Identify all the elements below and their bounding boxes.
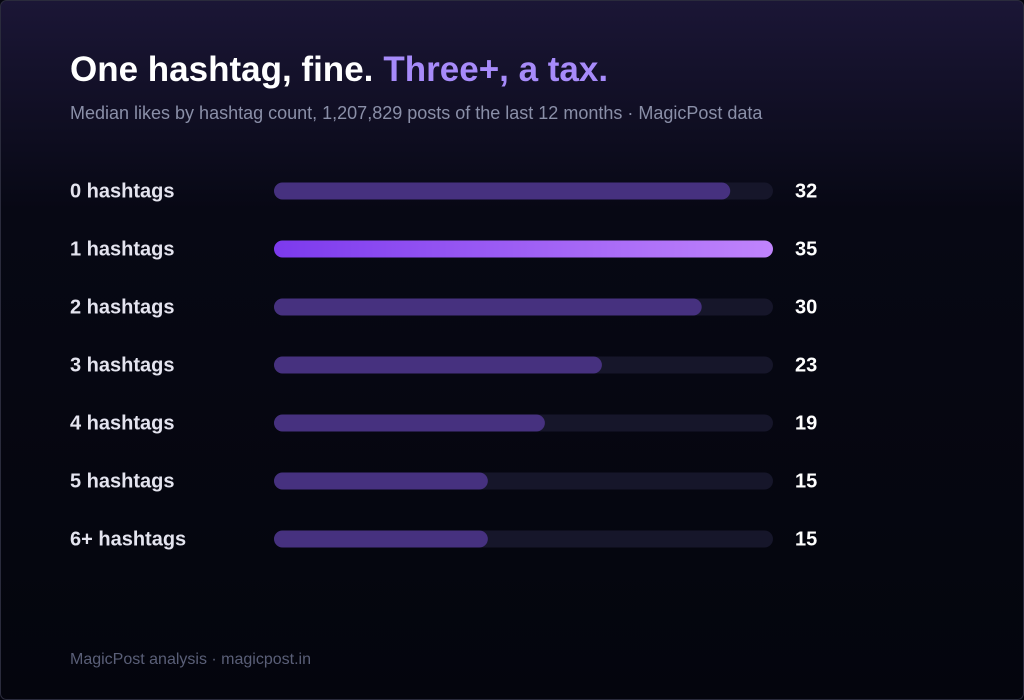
category-label: 5 hashtags xyxy=(70,470,174,492)
value-label: 15 xyxy=(795,470,817,492)
bar xyxy=(274,530,488,548)
bar xyxy=(274,414,545,432)
bar xyxy=(274,298,702,316)
bar xyxy=(274,356,602,374)
category-label: 6+ hashtags xyxy=(70,528,186,550)
value-label: 23 xyxy=(795,354,817,376)
category-label: 0 hashtags xyxy=(70,180,174,202)
value-label: 30 xyxy=(795,296,817,318)
bar xyxy=(274,472,488,490)
value-label: 35 xyxy=(795,238,817,260)
value-label: 32 xyxy=(795,180,817,202)
value-label: 15 xyxy=(795,528,817,550)
value-label: 19 xyxy=(795,412,817,434)
chart-title: One hashtag, fine. Three+, a tax. xyxy=(70,50,608,89)
bar xyxy=(274,240,773,258)
category-label: 2 hashtags xyxy=(70,296,174,318)
title-main: One hashtag, fine. xyxy=(70,50,373,89)
subtitle: Median likes by hashtag count, 1,207,829… xyxy=(70,103,763,123)
bar xyxy=(274,182,731,200)
category-label: 1 hashtags xyxy=(70,238,174,260)
footer: MagicPost analysis · magicpost.in xyxy=(70,651,311,668)
category-label: 3 hashtags xyxy=(70,354,174,376)
title-accent: Three+, a tax. xyxy=(383,50,608,89)
category-label: 4 hashtags xyxy=(70,412,174,434)
